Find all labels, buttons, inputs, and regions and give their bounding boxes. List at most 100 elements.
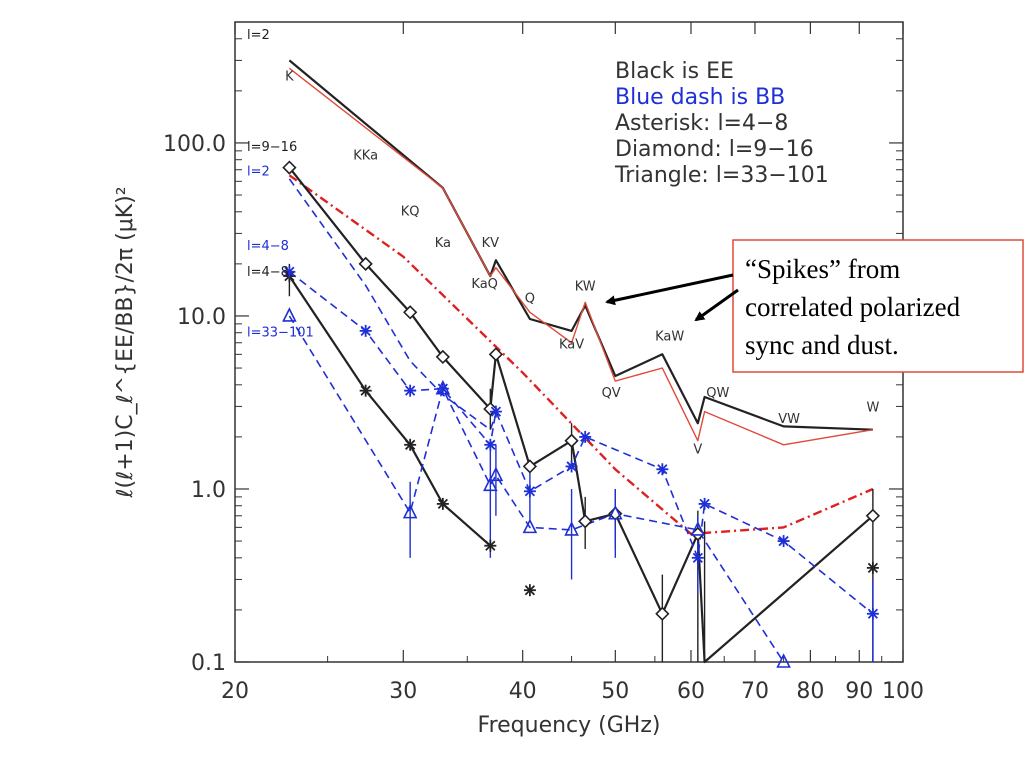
legend-entry: Diamond: l=9−16 <box>615 137 814 162</box>
y-tick-label: 1.0 <box>191 478 226 503</box>
x-tick-label: 40 <box>509 679 537 704</box>
axis-ticks: 20 30 40 50 60 70 80 90 100 0.1 1.0 10.0 100.0 <box>163 22 924 704</box>
x-tick-label: 20 <box>221 679 249 704</box>
series-line-6 <box>288 178 497 431</box>
x-tick-label: 60 <box>677 679 705 704</box>
series-line-2 <box>288 174 874 536</box>
band-label: V <box>693 443 702 458</box>
triangle-marker <box>608 504 623 520</box>
series-line-1 <box>288 67 874 446</box>
asterisk-stroke <box>360 385 371 396</box>
band-label: KaQ <box>471 277 498 292</box>
callout-line: sync and dust. <box>745 330 899 360</box>
diamond-marker <box>403 305 418 320</box>
label-layer: K KKa KQ Ka KV KaQ Q KW KaV QV KaW QW V VW Wl=2 l=9−16 l… <box>247 28 879 458</box>
triangle-marker <box>402 503 418 519</box>
series-line-3 <box>288 166 874 664</box>
asterisk-stroke <box>699 498 710 510</box>
asterisk-marker <box>484 438 497 451</box>
callout-box <box>732 239 1024 373</box>
x-tick-label: 90 <box>845 679 873 704</box>
series-side-label: l=9−16 <box>247 140 297 155</box>
asterisk-stroke <box>485 540 496 551</box>
diamond-marker <box>358 256 373 272</box>
asterisk-marker <box>866 607 879 620</box>
asterisk-marker <box>489 405 502 418</box>
asterisk-stroke <box>692 552 703 563</box>
asterisk-marker <box>698 497 711 510</box>
triangle-marker <box>522 518 538 534</box>
triangle-marker <box>564 521 579 536</box>
band-label: Ka <box>435 236 451 251</box>
series-side-label: l=4−8 <box>247 239 289 254</box>
asterisk-stroke <box>524 585 536 596</box>
diamond-marker <box>608 506 623 521</box>
triangle-marker <box>488 466 504 482</box>
series-side-label: l=2 <box>247 28 270 43</box>
asterisk-stroke <box>524 486 536 497</box>
y-axis-title: ℓ(ℓ+1)C_ℓ^{EE/BB}/2π (μK)² <box>113 186 138 498</box>
y-tick-label: 0.1 <box>191 651 226 676</box>
callout: “Spikes” from correlated polarized sync an… <box>605 239 1024 373</box>
legend-entry: Black is EE <box>615 59 734 84</box>
band-label: W <box>866 401 879 416</box>
asterisk-stroke <box>437 498 448 510</box>
band-label: KaW <box>655 330 684 345</box>
band-label: KW <box>575 280 596 295</box>
diamond-marker <box>564 433 579 448</box>
band-label: QV <box>602 386 621 401</box>
diamond-marker <box>435 349 450 365</box>
asterisk-marker <box>565 460 578 473</box>
triangle-marker <box>435 379 451 395</box>
series-line-4 <box>288 275 492 547</box>
series-side-label: l=2 <box>247 164 270 179</box>
band-label: K <box>285 69 294 84</box>
asterisk-stroke <box>405 439 416 450</box>
asterisk-stroke <box>657 464 668 475</box>
asterisk-marker <box>484 539 497 552</box>
callout-arrow-right <box>694 288 739 322</box>
asterisk-stroke <box>360 325 371 337</box>
series-side-label: l=33−101 <box>247 326 314 341</box>
triangle-marker <box>690 521 706 536</box>
band-label: KQ <box>401 205 420 220</box>
asterisk-stroke <box>867 562 879 574</box>
asterisk-marker <box>359 384 372 397</box>
band-label: KaV <box>559 337 584 352</box>
diamond-marker <box>488 347 504 362</box>
x-tick-label: 70 <box>741 679 769 704</box>
asterisk-marker <box>523 485 536 498</box>
callout-arrow-left <box>605 273 734 306</box>
asterisk-marker <box>436 497 449 510</box>
y-tick-label: 100.0 <box>163 132 226 157</box>
x-axis-title: Frequency (GHz) <box>478 713 661 738</box>
band-label: VW <box>778 412 800 427</box>
diamond-marker <box>282 160 297 175</box>
asterisk-marker <box>656 463 669 476</box>
triangle-marker <box>282 307 297 322</box>
asterisk-marker <box>579 430 592 443</box>
diamond-marker <box>655 606 670 621</box>
band-label: KV <box>482 236 500 251</box>
asterisk-marker <box>404 384 417 397</box>
asterisk-stroke <box>566 461 577 472</box>
diamond-marker <box>865 508 881 523</box>
diamond-marker <box>522 459 538 474</box>
band-label: QW <box>706 386 729 401</box>
band-label: KKa <box>353 149 378 164</box>
x-tick-label: 100 <box>882 679 924 704</box>
legend-entry: Asterisk: l=4−8 <box>615 111 788 136</box>
asterisk-marker <box>866 561 879 574</box>
asterisk-marker <box>359 324 372 337</box>
callout-line: correlated polarized <box>745 292 961 322</box>
triangle-marker <box>483 476 498 492</box>
asterisk-stroke <box>485 439 496 450</box>
asterisk-stroke <box>490 406 502 417</box>
asterisk-stroke <box>405 385 416 396</box>
asterisk-stroke <box>778 535 789 547</box>
asterisk-marker <box>777 535 790 548</box>
diamond-marker <box>578 514 593 529</box>
x-tick-label: 50 <box>601 679 629 704</box>
